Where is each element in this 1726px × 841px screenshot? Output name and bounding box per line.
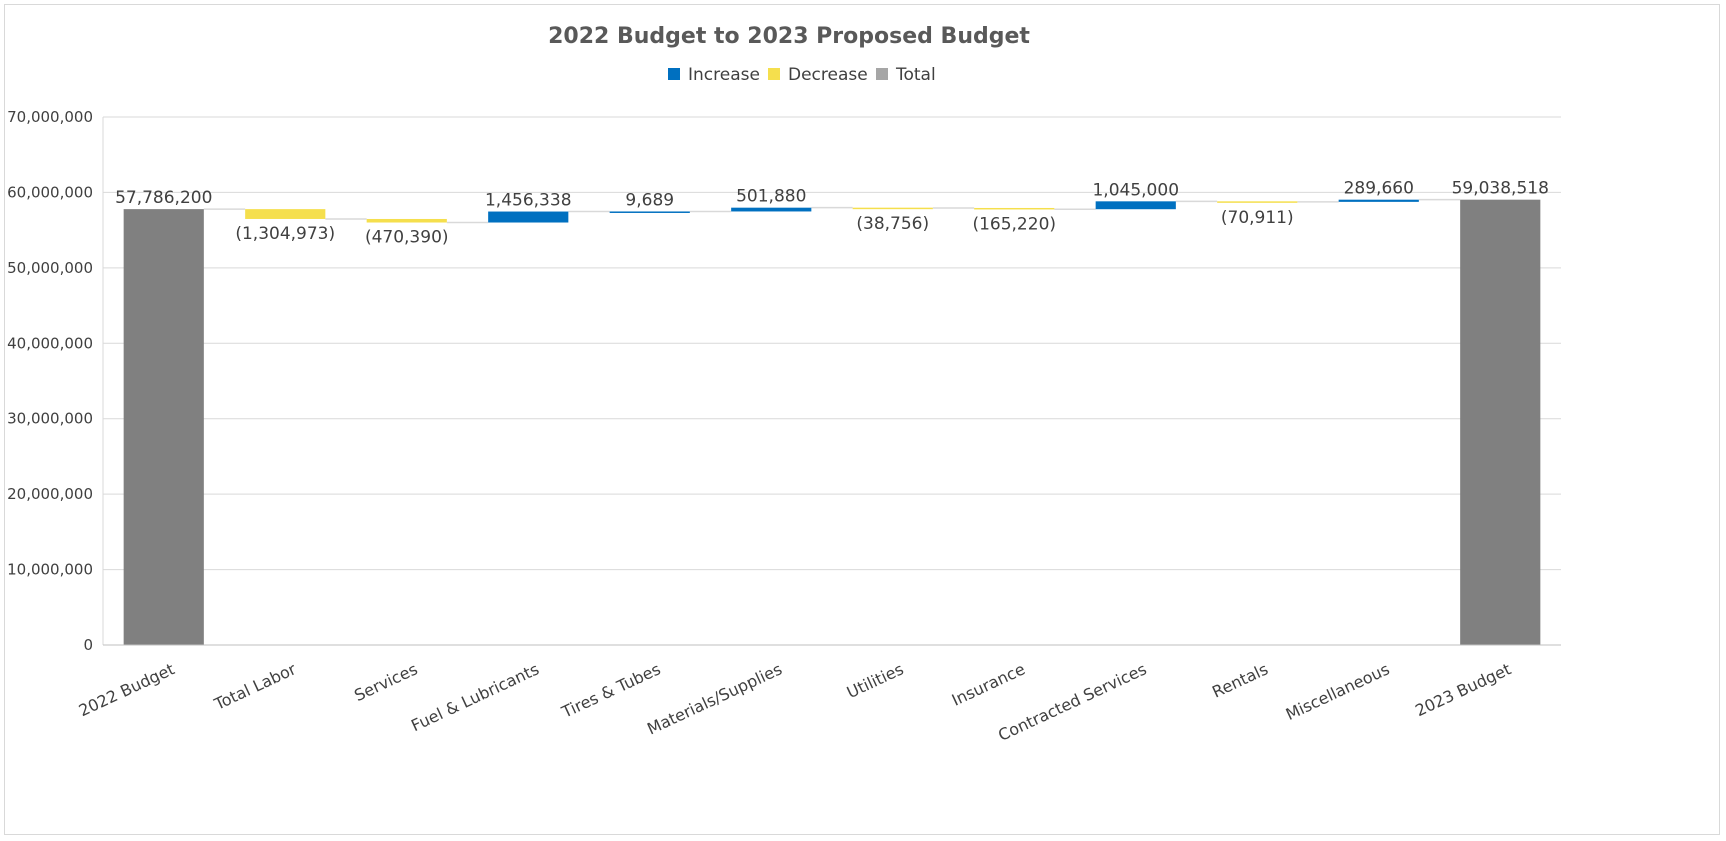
data-label-utilities: (38,756) [856,214,929,234]
y-tick-label: 10,000,000 [7,561,93,579]
legend-label-total: Total [895,65,936,85]
y-tick-label: 30,000,000 [7,410,93,428]
bar-fuel-lubricants [488,211,569,223]
bar-materials-supplies [731,207,812,212]
data-label-fuel-lubricants: 1,456,338 [485,191,572,211]
data-label-total-labor: (1,304,973) [235,224,335,244]
chart-title: 2022 Budget to 2023 Proposed Budget [548,24,1030,49]
y-tick-label: 0 [83,636,93,654]
data-label-materials-supplies: 501,880 [736,187,806,207]
bar-2023-budget [1460,199,1541,645]
data-label-tires-tubes: 9,689 [625,190,674,210]
data-labels: 57,786,200 (1,304,973) (470,390) 1,456,338 9… [115,179,1549,248]
waterfall-chart: 2022 Budget to 2023 Proposed Budget Incr… [7,24,1561,745]
bar-2022-budget [123,209,204,645]
category-label-materials-supplies: Materials/Supplies [644,659,785,738]
data-label-miscellaneous: 289,660 [1344,179,1414,199]
bar-total-labor [245,209,326,219]
legend-swatch-total [876,68,888,80]
y-tick-label: 70,000,000 [7,108,93,126]
bar-miscellaneous [1338,199,1419,202]
bar-insurance [974,207,1055,210]
category-label-rentals: Rentals [1209,659,1271,701]
category-label-utilities: Utilities [844,659,907,702]
data-label-rentals: (70,911) [1221,208,1294,228]
bar-tires-tubes [609,211,690,213]
category-label-2022-budget: 2022 Budget [76,659,178,720]
category-label-miscellaneous: Miscellaneous [1283,659,1393,724]
bar-utilities [852,207,933,210]
legend-label-decrease: Decrease [788,65,868,85]
legend-swatch-increase [668,68,680,80]
category-label-2023-budget: 2023 Budget [1412,659,1514,720]
y-tick-label: 50,000,000 [7,259,93,277]
gridlines [102,116,1561,646]
legend-swatch-decrease [768,68,780,80]
chart-frame: 2022 Budget to 2023 Proposed Budget Incr… [4,4,1720,835]
bar-rentals [1217,201,1298,203]
y-tick-label: 20,000,000 [7,485,93,503]
bar-services [366,218,447,223]
data-label-insurance: (165,220) [972,214,1056,234]
legend: Increase Decrease Total [668,65,936,85]
category-label-tires-tubes: Tires & Tubes [558,659,664,722]
category-label-insurance: Insurance [949,659,1028,709]
data-label-2023-budget: 59,038,518 [1452,179,1549,199]
data-label-2022-budget: 57,786,200 [115,188,212,208]
data-label-contracted-services: 1,045,000 [1092,180,1179,200]
data-label-services: (470,390) [365,228,449,248]
bar-contracted-services [1095,201,1176,210]
y-axis: 0 10,000,000 20,000,000 30,000,000 40,000,00… [7,108,93,654]
category-label-total-labor: Total Labor [211,659,300,714]
legend-label-increase: Increase [688,65,760,85]
connector-lines [203,198,1461,224]
category-label-fuel-lubricants: Fuel & Lubricants [408,659,542,735]
y-tick-label: 60,000,000 [7,183,93,201]
y-tick-label: 40,000,000 [7,334,93,352]
category-label-services: Services [351,659,420,705]
bars [123,199,1541,645]
